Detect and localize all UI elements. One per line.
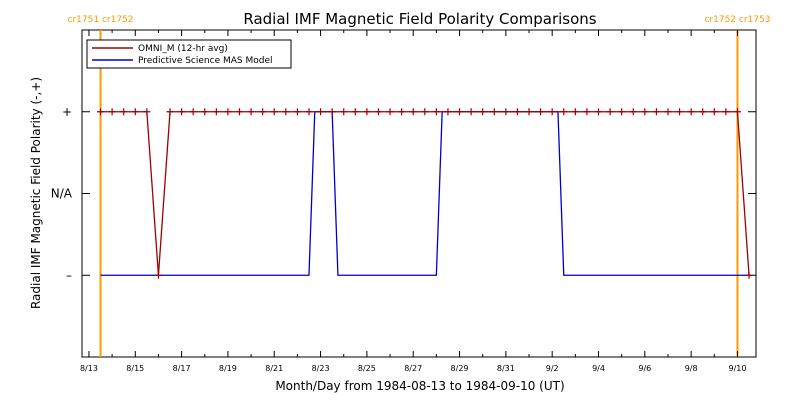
data-point (189, 108, 197, 116)
data-point (154, 271, 162, 279)
carrington-markers: cr1751 cr1752 cr1752 cr1753 (68, 15, 770, 357)
data-point (120, 108, 128, 116)
data-point (733, 108, 741, 116)
data-point (409, 108, 417, 116)
x-axis-label: Month/Day from 1984-08-13 to 1984-09-10 … (275, 379, 564, 393)
data-point (166, 108, 174, 116)
x-tick-label: 8/27 (404, 364, 422, 373)
chart-title: Radial IMF Magnetic Field Polarity Compa… (243, 10, 596, 28)
x-tick-label: 9/2 (546, 364, 559, 373)
data-point (270, 108, 278, 116)
data-point (97, 108, 105, 116)
x-tick-label: 9/8 (685, 364, 698, 373)
y-tick-label: – (66, 268, 72, 282)
data-point (108, 108, 116, 116)
data-point (444, 108, 452, 116)
data-point (722, 108, 730, 116)
data-point (479, 108, 487, 116)
data-point (305, 108, 313, 116)
y-tick-label: + (62, 105, 72, 119)
x-tick-label: 8/25 (358, 364, 376, 373)
x-tick-label: 8/13 (80, 364, 98, 373)
data-point (513, 108, 521, 116)
data-point (363, 108, 371, 116)
x-tick-label: 8/31 (497, 364, 515, 373)
data-point (374, 108, 382, 116)
data-point (456, 108, 464, 116)
data-point (317, 108, 325, 116)
data-point (212, 108, 220, 116)
data-point (386, 108, 394, 116)
data-point (490, 108, 498, 116)
data-point (641, 108, 649, 116)
data-point (421, 108, 429, 116)
data-point (652, 108, 660, 116)
x-tick-label: 8/21 (265, 364, 283, 373)
data-point (143, 108, 151, 116)
data-point (328, 108, 336, 116)
x-tick-label: 8/15 (126, 364, 144, 373)
legend: OMNI_M (12-hr avg) Predictive Science MA… (86, 39, 292, 69)
data-point (502, 108, 510, 116)
data-point (282, 108, 290, 116)
data-point (235, 108, 243, 116)
data-point (247, 108, 255, 116)
data-point (629, 108, 637, 116)
data-point (201, 108, 209, 116)
series-layer (97, 108, 753, 279)
x-tick-label: 9/4 (592, 364, 605, 373)
x-tick-label: 9/10 (728, 364, 746, 373)
data-point (676, 108, 684, 116)
data-point (548, 108, 556, 116)
data-point (664, 108, 672, 116)
data-point (293, 108, 301, 116)
legend-label-mas: Predictive Science MAS Model (138, 56, 273, 66)
x-tick-label: 9/6 (638, 364, 651, 373)
plot-frame (81, 29, 757, 358)
y-tick-label: N/A (51, 187, 73, 201)
data-point (178, 108, 186, 116)
data-point (687, 108, 695, 116)
data-point (560, 108, 568, 116)
data-point (583, 108, 591, 116)
x-tick-label: 8/23 (312, 364, 330, 373)
data-point (571, 108, 579, 116)
series-line-omni (100, 111, 750, 276)
legend-label-omni: OMNI_M (12-hr avg) (138, 44, 228, 54)
data-point (259, 108, 267, 116)
data-point (131, 108, 139, 116)
x-tick-label: 8/29 (451, 364, 469, 373)
data-point (745, 271, 753, 279)
series-line-mas (100, 111, 750, 276)
data-point (699, 108, 707, 116)
data-point (224, 108, 232, 116)
data-point (398, 108, 406, 116)
carrington-label: cr1751 cr1752 (68, 15, 134, 25)
legend-box (86, 39, 292, 69)
data-point (710, 108, 718, 116)
y-axis-label: Radial IMF Magnetic Field Polarity (-,+) (29, 77, 43, 309)
carrington-label: cr1752 cr1753 (704, 15, 770, 25)
data-point (467, 108, 475, 116)
data-point (606, 108, 614, 116)
data-point (432, 108, 440, 116)
data-point (351, 108, 359, 116)
x-axis: 8/13 8/15 8/17 8/19 8/21 8/23 8/25 8/27 8/29 8/31… (80, 30, 746, 373)
x-tick-label: 8/19 (219, 364, 237, 373)
data-point (340, 108, 348, 116)
data-point (525, 108, 533, 116)
data-point (595, 108, 603, 116)
data-point (537, 108, 545, 116)
data-point (618, 108, 626, 116)
x-tick-label: 8/17 (173, 364, 191, 373)
